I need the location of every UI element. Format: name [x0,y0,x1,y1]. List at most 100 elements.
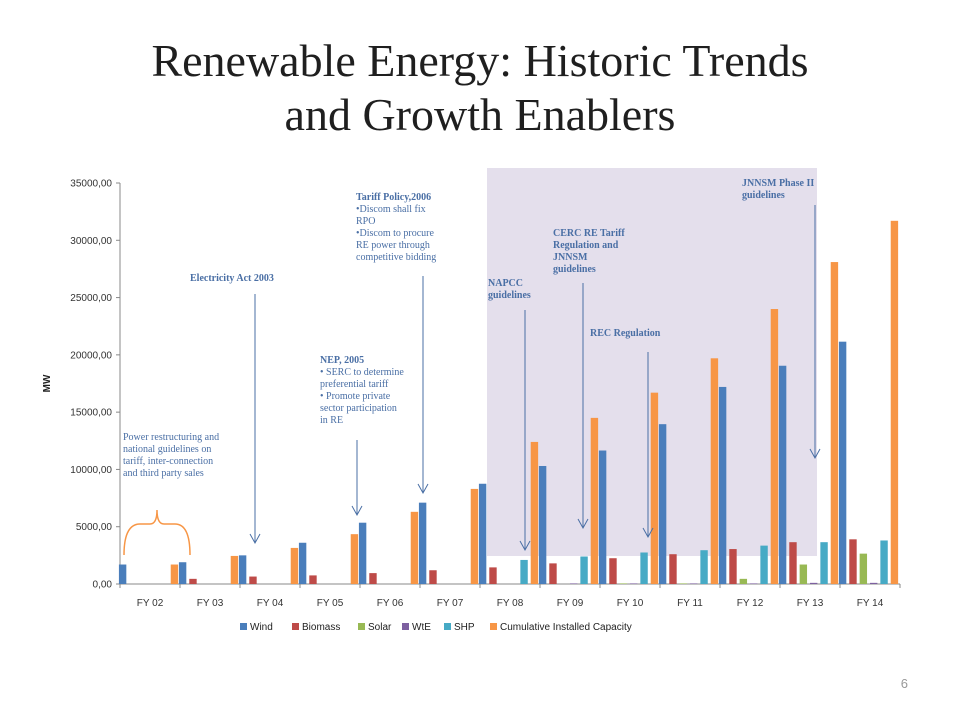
annotation-line: RE power through [356,240,430,251]
legend-swatch [240,623,247,630]
bar-wte [750,583,758,584]
bar-wind [358,522,367,584]
arrow-rec-head [642,527,654,539]
legend-swatch [490,623,497,630]
bar-cumulative-installed-capacity [590,417,599,584]
x-tick-label: FY 14 [857,598,884,609]
x-tick-label: FY 05 [317,598,344,609]
bar-shp [880,540,888,584]
annotation-line: guidelines [553,264,596,275]
annotation-line: guidelines [742,190,785,201]
bar-wind [778,365,787,584]
arrow-jnnsm-phase2-head [809,448,821,460]
x-tick-label: FY 03 [197,598,224,609]
bar-biomass [849,539,857,584]
bar-biomass [369,573,377,584]
annotation-line: RPO [356,216,376,227]
arrow-cerc-head [577,518,589,530]
bar-wind [298,542,307,584]
y-tick-label: 25000,00 [70,293,112,304]
bar-solar [679,583,688,584]
annotation-nep-title: NEP, 2005 [320,355,365,366]
bar-shp [760,545,768,584]
bar-shp [520,559,528,584]
bar-wte [630,583,638,584]
bar-biomass [309,575,317,584]
legend-label: WtE [412,622,431,633]
annotation-line: JNNSM Phase II [742,178,815,189]
bar-cumulative-installed-capacity [170,564,179,584]
bar-biomass [789,542,797,584]
y-tick-label: 35000,00 [70,179,112,190]
annotation-tariff-policy: Tariff Policy,2006 •Discom shall fix RPO… [356,192,436,264]
x-tick-label: FY 02 [137,598,164,609]
y-tick-label: 0,00 [93,580,113,591]
x-tick-label: FY 08 [497,598,524,609]
legend-label: Biomass [302,622,340,633]
brace-power-restructuring [123,509,191,556]
bar-biomass [429,570,437,584]
x-tick-label: FY 07 [437,598,464,609]
bar-wind [658,424,667,584]
bar-wind [838,341,847,584]
annotation-line: CERC RE Tariff [553,228,625,239]
bar-biomass [729,549,737,584]
bar-solar [619,583,628,584]
annotation-line: • Promote private [320,391,391,402]
legend-swatch [358,623,365,630]
bar-biomass [609,558,617,584]
bar-cumulative-installed-capacity [830,262,839,584]
annotation-line: tariff, inter-connection [123,456,214,467]
y-axis-label: MW [42,374,53,392]
arrow-nep-head [351,505,363,517]
bar-biomass [549,563,557,584]
bar-wte [810,582,818,584]
annotation-line: preferential tariff [320,379,389,390]
annotation-nep: NEP, 2005 • SERC to determine preferenti… [320,355,404,427]
annotation-line: Power restructuring and [123,432,220,443]
legend-swatch [402,623,409,630]
bar-wind [418,502,427,584]
y-tick-label: 10000,00 [70,465,112,476]
x-tick-label: FY 10 [617,598,644,609]
x-tick-label: FY 04 [257,598,284,609]
bar-cumulative-installed-capacity [350,534,359,584]
bar-wind [598,450,607,584]
bar-wte [690,583,698,584]
bar-wte [870,582,878,584]
bar-wind [118,564,127,584]
annotation-line: • SERC to determine [320,367,404,378]
arrow-tariff-policy-head [417,483,429,495]
x-tick-label: FY 12 [737,598,764,609]
bar-cumulative-installed-capacity [890,220,899,584]
annotation-line: NAPCC [488,278,523,289]
legend-label: Wind [250,622,273,633]
bar-cumulative-installed-capacity [470,488,479,584]
annotation-jnnsm-phase2: JNNSM Phase II guidelines [742,178,814,202]
bar-solar [739,578,748,584]
annotation-line: Regulation and [553,240,619,251]
annotation-line: in RE [320,415,344,426]
annotation-line: •Discom to procure [356,228,434,239]
bar-wind [178,562,187,584]
annotation-line: •Discom shall fix [356,204,426,215]
bar-shp [700,550,708,584]
y-tick-label: 30000,00 [70,236,112,247]
x-tick-label: FY 06 [377,598,404,609]
bar-cumulative-installed-capacity [230,555,239,584]
bar-shp [640,552,648,584]
annotation-tariff-title: Tariff Policy,2006 [356,192,432,203]
annotation-line: national guidelines on [123,444,212,455]
x-tick-label: FY 11 [677,598,703,609]
page-number: 6 [900,676,908,691]
legend-label: Cumulative Installed Capacity [500,622,632,633]
legend-label: SHP [454,622,475,633]
slide-title: Renewable Energy: Historic Trends and Gr… [0,34,960,142]
legend-label: Solar [368,622,392,633]
annotation-rec: REC Regulation [590,328,661,339]
annotation-cerc: CERC RE Tariff Regulation and JNNSM guid… [553,228,625,276]
bar-shp [820,542,828,584]
bar-cumulative-installed-capacity [770,309,779,584]
bar-wind [718,386,727,584]
